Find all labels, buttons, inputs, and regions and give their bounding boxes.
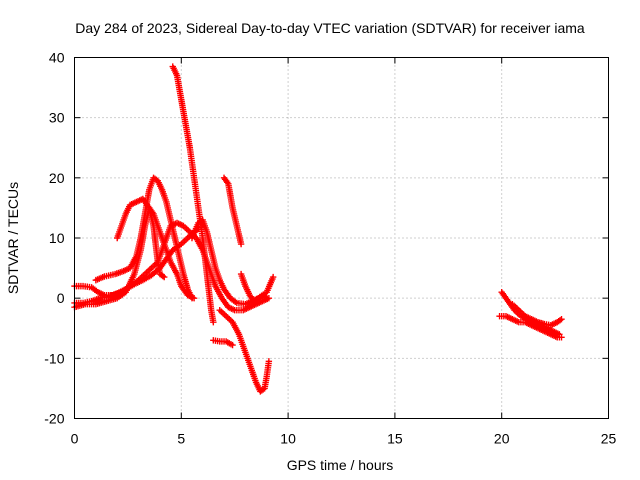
series-track-j <box>216 307 273 395</box>
data-point <box>161 273 168 281</box>
plot-frame <box>74 57 609 419</box>
series-track-d <box>92 174 196 302</box>
data-point <box>558 316 565 323</box>
data-point <box>558 334 565 341</box>
y-tick-label: 20 <box>49 170 65 186</box>
y-axis-label: SDTVAR / TECUs <box>5 182 21 294</box>
y-tick-label: 0 <box>57 290 65 306</box>
series-track-f <box>169 63 217 326</box>
data-points <box>71 63 565 395</box>
x-tick-label: 10 <box>280 431 296 447</box>
series-track-k <box>237 270 270 305</box>
series-track-n <box>509 300 565 329</box>
x-tick-label: 25 <box>601 431 617 447</box>
x-tick-label: 0 <box>71 431 79 447</box>
x-axis-label: GPS time / hours <box>287 457 394 473</box>
series-track-e <box>114 195 168 281</box>
series-track-l <box>498 288 563 338</box>
y-tick-label: 30 <box>49 110 65 126</box>
x-tick-label: 20 <box>494 431 510 447</box>
y-tick-label: 40 <box>49 50 65 66</box>
x-tick-label: 15 <box>387 431 403 447</box>
data-point <box>556 317 564 324</box>
data-point <box>188 294 196 302</box>
data-point <box>269 273 277 281</box>
chart-title: Day 284 of 2023, Sidereal Day-to-day VTE… <box>75 20 585 36</box>
data-point <box>159 272 166 280</box>
y-tick-label: -20 <box>44 411 64 427</box>
series-track-g <box>210 337 236 349</box>
data-point <box>237 240 245 248</box>
data-point <box>263 294 270 302</box>
series-track-h <box>220 174 245 248</box>
series-track-m <box>496 313 565 341</box>
data-point <box>265 358 273 365</box>
axes: 0 5 10 15 20 25 -20 -10 0 10 20 30 40 <box>44 50 616 447</box>
x-tick-label: 5 <box>177 431 185 447</box>
y-tick-label: 10 <box>49 230 65 246</box>
data-point <box>229 341 236 349</box>
data-point <box>210 319 217 326</box>
y-tick-label: -10 <box>44 350 64 366</box>
